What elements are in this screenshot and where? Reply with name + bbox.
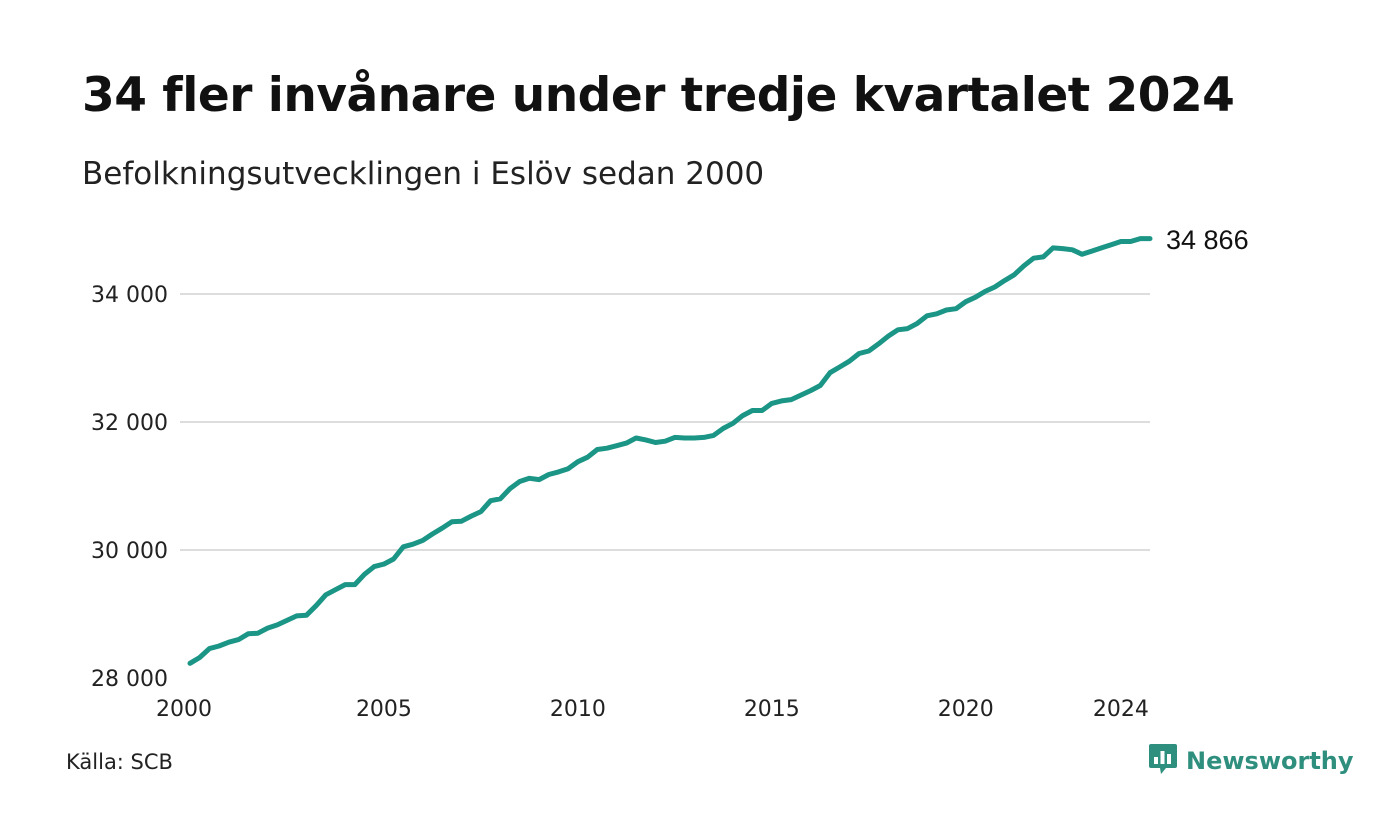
x-tick-label: 2024	[1093, 697, 1149, 722]
y-tick-label: 34 000	[91, 283, 168, 308]
brand-logo[interactable]: Newsworthy	[1148, 742, 1354, 780]
x-tick-label: 2005	[356, 697, 412, 722]
y-tick-label: 32 000	[91, 411, 168, 436]
x-axis-ticks: 2000 2005 2010 2015 2020 2024	[156, 697, 1149, 722]
grid-lines	[180, 293, 1150, 551]
y-tick-label: 30 000	[91, 539, 168, 564]
bar-chart-speech-bubble-icon	[1148, 742, 1178, 780]
end-value-label: 34 866	[1166, 225, 1249, 255]
x-tick-label: 2020	[938, 697, 994, 722]
chart-subtitle: Befolkningsutvecklingen i Eslöv sedan 20…	[82, 156, 765, 192]
x-tick-label: 2000	[156, 697, 212, 722]
y-axis-ticks: 28 000 30 000 32 000 34 000	[91, 283, 168, 692]
y-tick-label: 28 000	[91, 667, 168, 692]
source-note: Källa: SCB	[66, 750, 173, 774]
population-line	[187, 236, 1153, 666]
brand-name: Newsworthy	[1186, 747, 1354, 775]
chart-title: 34 fler invånare under tredje kvartalet …	[82, 68, 1235, 123]
x-tick-label: 2015	[744, 697, 800, 722]
x-tick-label: 2010	[550, 697, 606, 722]
